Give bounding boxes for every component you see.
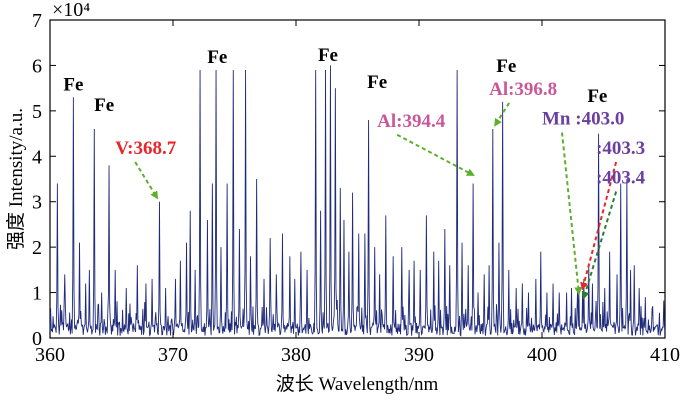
x-tick-label: 390 — [404, 344, 434, 366]
fe-label: Fe — [367, 72, 387, 93]
x-tick-label: 410 — [650, 344, 680, 366]
annotation-arrow — [581, 191, 618, 300]
x-tick-label: 360 — [35, 344, 65, 366]
y-tick-label: 5 — [32, 101, 42, 123]
y-axis-title: 强度 Intensity/a.u. — [5, 108, 27, 250]
plot-frame — [49, 19, 666, 339]
annotations: V:368.7 Al:394.4 Al:396.8 Mn :403.0 :403.3 :4… — [115, 79, 646, 300]
y-tick-label: 4 — [32, 146, 42, 168]
annotation-label: Al:396.8 — [489, 79, 557, 100]
x-axis-title: 波长 Wavelength/nm — [276, 373, 439, 395]
fe-labels: Fe Fe Fe Fe Fe Fe Fe — [63, 45, 607, 116]
fe-label: Fe — [318, 45, 338, 66]
annotation-arrow — [494, 102, 510, 127]
spectrum-line — [49, 65, 666, 337]
axis-ticks: 360 370 380 390 400 410 0 1 2 3 4 5 6 7 — [32, 10, 680, 366]
y-tick-label: 0 — [32, 328, 42, 350]
annotation-label: :403.3 — [596, 138, 645, 159]
annotation-label: V:368.7 — [115, 138, 177, 159]
x-tick-label: 370 — [158, 344, 188, 366]
x-tick-label: 400 — [527, 344, 557, 366]
annotation-label: Al:394.4 — [377, 111, 446, 132]
y-tick-label: 7 — [32, 10, 42, 32]
y-tick-label: 2 — [32, 237, 42, 259]
y-tick-label: 1 — [32, 283, 42, 305]
y-tick-label: 3 — [32, 192, 42, 214]
annotation-arrow — [561, 132, 583, 296]
annotation-label: Mn :403.0 — [542, 108, 624, 129]
y-scale-label: ×10⁴ — [52, 0, 90, 21]
spectrum-series — [49, 65, 666, 337]
fe-label: Fe — [94, 95, 114, 116]
fe-label: Fe — [63, 74, 83, 95]
fe-label: Fe — [207, 47, 227, 68]
fe-label: Fe — [587, 86, 607, 107]
fe-label: Fe — [496, 56, 516, 77]
annotation-label: :403.4 — [596, 168, 646, 189]
annotation-arrow — [580, 161, 618, 291]
y-tick-label: 6 — [32, 55, 42, 77]
x-tick-label: 380 — [281, 344, 311, 366]
annotation-arrow — [134, 161, 159, 200]
annotation-arrow — [396, 133, 475, 176]
